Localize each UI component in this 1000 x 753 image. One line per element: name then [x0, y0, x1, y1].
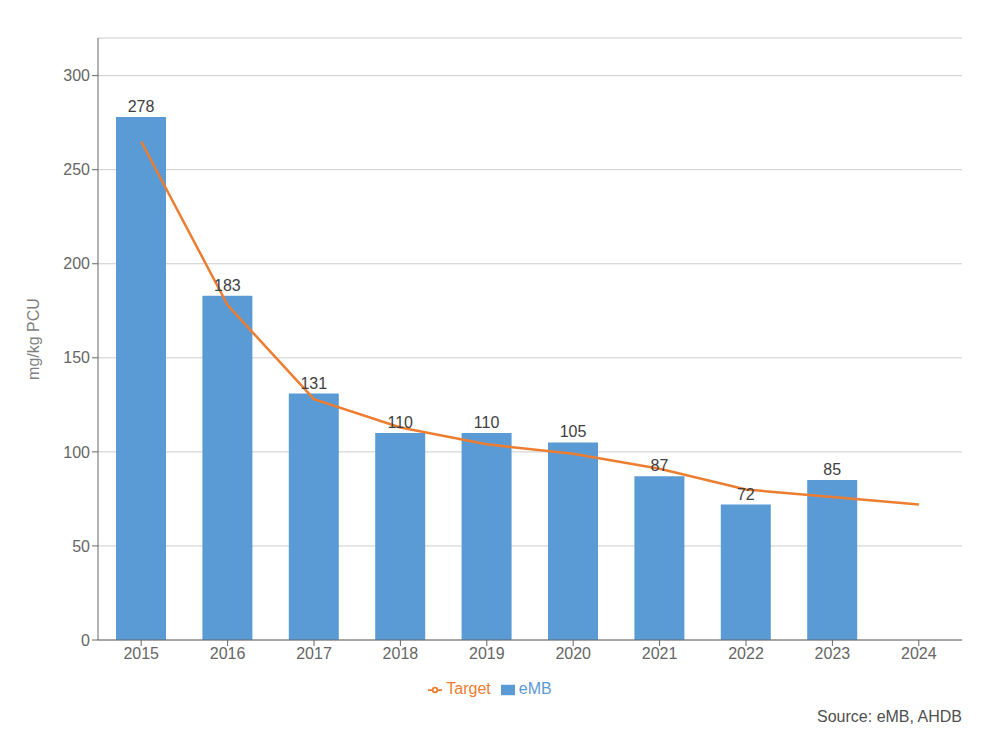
svg-text:100: 100: [63, 444, 90, 461]
svg-text:183: 183: [214, 277, 241, 294]
svg-text:72: 72: [737, 486, 755, 503]
svg-text:2024: 2024: [901, 645, 937, 662]
html-text:eMB: eMB: [518, 680, 552, 697]
svg-text:2021: 2021: [642, 645, 678, 662]
svg-text:50: 50: [72, 538, 90, 555]
svg-text:300: 300: [63, 67, 90, 84]
html-text:Source: eMB, AHDB: Source: eMB, AHDB: [817, 708, 962, 725]
svg-text:110: 110: [387, 414, 413, 431]
svg-text:250: 250: [63, 161, 90, 178]
svg-text:2016: 2016: [210, 645, 246, 662]
svg-text:110: 110: [474, 414, 500, 431]
svg-text:2020: 2020: [555, 645, 591, 662]
svg-text:131: 131: [300, 375, 327, 392]
svg-text:2015: 2015: [123, 645, 159, 662]
svg-text:87: 87: [651, 457, 669, 474]
svg-text:105: 105: [560, 423, 587, 440]
svg-text:278: 278: [128, 98, 155, 115]
html-text:Target: Target: [446, 680, 491, 697]
svg-text:2018: 2018: [383, 645, 419, 662]
svg-text:2023: 2023: [815, 645, 851, 662]
svg-text:2017: 2017: [296, 645, 332, 662]
svg-text:2019: 2019: [469, 645, 505, 662]
svg-text:2022: 2022: [728, 645, 764, 662]
svg-text:85: 85: [823, 461, 841, 478]
svg-text:150: 150: [63, 349, 90, 366]
svg-text:200: 200: [63, 255, 90, 272]
svg-text:0: 0: [81, 632, 90, 649]
svg-text:mg/kg PCU: mg/kg PCU: [25, 298, 42, 380]
